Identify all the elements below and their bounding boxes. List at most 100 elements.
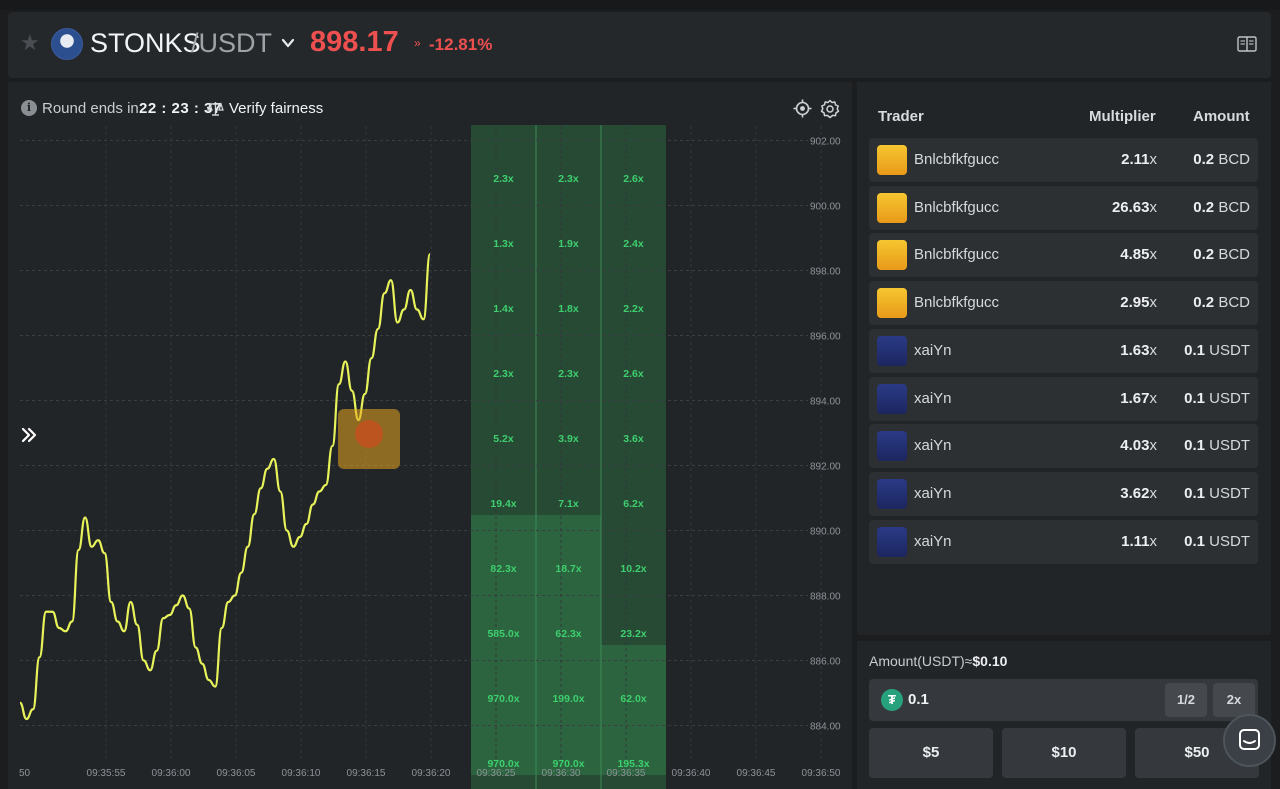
x-tick-label: 09:36:40	[672, 768, 711, 779]
multiplier-label: 5.2x	[493, 433, 514, 445]
trader-amount: 0.2 BCD	[1193, 151, 1250, 168]
trader-amount: 0.2 BCD	[1193, 246, 1250, 264]
preset-10-button[interactable]: $10	[1002, 728, 1126, 778]
scale-icon[interactable]	[207, 100, 224, 117]
player-marker	[338, 409, 400, 469]
settings-gear-icon[interactable]	[820, 99, 840, 119]
y-tick-label: 890.00	[810, 527, 841, 538]
multiplier-cell-highlight	[471, 710, 536, 775]
trader-multiplier: 2.11x	[1121, 151, 1157, 168]
book-icon[interactable]	[1237, 36, 1257, 52]
multiplier-column-header: Multiplier	[1089, 108, 1156, 125]
half-amount-button[interactable]: 1/2	[1165, 683, 1207, 717]
multiplier-label: 2.3x	[493, 173, 514, 185]
traders-panel: Trader Multiplier Amount Bnlcbfkfgucc 2.1…	[857, 82, 1271, 635]
multiplier-label: 2.6x	[623, 368, 644, 380]
amount-value[interactable]: 0.1	[908, 691, 929, 708]
multiplier-grid	[471, 125, 666, 789]
price-line	[19, 253, 432, 721]
multiplier-cell-highlight	[536, 515, 601, 580]
price-chart[interactable]: 902.00 900.00 898.00 896.00 894.00 892.00 890.…	[8, 82, 852, 789]
multiplier-label: 1.3x	[493, 238, 514, 250]
trader-name: Bnlcbfkfgucc	[914, 246, 1000, 264]
trader-row: Bnlcbfkfgucc 2.11x 0.2 BCD	[869, 138, 1258, 182]
trader-name: Bnlcbfkfgucc	[914, 151, 1000, 168]
trader-row: xaiYn 1.11x 0.1 USDT	[869, 519, 1258, 564]
x-tick-label: 09:36:50	[802, 768, 841, 779]
double-amount-button[interactable]: 2x	[1213, 683, 1255, 717]
trader-multiplier: 1.67x	[1120, 389, 1157, 407]
y-tick-label: 896.00	[810, 332, 841, 343]
x-tick-label: 09:36:25	[477, 768, 516, 779]
round-ends-label: Round ends in	[42, 100, 139, 117]
multiplier-label: 970.0x	[487, 693, 519, 705]
multiplier-cell-highlight	[471, 515, 536, 580]
favorite-star-icon[interactable]: ★	[20, 30, 40, 55]
multiplier-label: 19.4x	[490, 498, 516, 510]
trader-row: xaiYn 3.62x 0.1 USDT	[869, 471, 1258, 516]
y-tick-label: 898.00	[810, 267, 841, 278]
multiplier-cell-highlight	[471, 580, 536, 645]
info-icon[interactable]: i	[21, 100, 37, 116]
multiplier-label: 18.7x	[555, 563, 581, 575]
coin-avatar	[51, 28, 83, 60]
trader-multiplier: 4.03x	[1120, 437, 1157, 455]
x-tick-label: 09:36:35	[607, 768, 646, 779]
dino-avatar	[877, 145, 907, 175]
x-tick-label: 50	[19, 768, 31, 779]
multiplier-label: 970.0x	[552, 758, 584, 770]
verify-fairness-link[interactable]: Verify fairness	[229, 100, 324, 117]
robot-avatar	[877, 431, 907, 462]
robot-avatar	[877, 478, 907, 509]
round-timer: 22 : 23 : 37	[139, 100, 222, 117]
pair-base[interactable]: STONKS	[90, 28, 201, 58]
price-change: -12.81%	[429, 35, 493, 54]
multiplier-label: 2.4x	[623, 238, 644, 250]
multiplier-cell-highlight	[601, 710, 666, 775]
trader-row: Bnlcbfkfgucc 2.95x 0.2 BCD	[869, 281, 1258, 326]
multiplier-cell-highlight	[601, 645, 666, 710]
trader-name: Bnlcbfkfgucc	[914, 198, 1000, 216]
trader-row: xaiYn 1.67x 0.1 USDT	[869, 376, 1258, 421]
pair-quote[interactable]: /USDT	[191, 28, 272, 58]
preset-5-button[interactable]: $5	[869, 728, 993, 778]
x-tick-label: 09:36:30	[542, 768, 581, 779]
trader-amount: 0.1 USDT	[1184, 437, 1250, 455]
trader-amount: 0.1 USDT	[1184, 532, 1250, 550]
x-tick-label: 09:36:05	[217, 768, 256, 779]
multiplier-label: 2.2x	[623, 303, 644, 315]
trader-amount: 0.1 USDT	[1184, 389, 1250, 407]
x-tick-label: 09:36:45	[737, 768, 776, 779]
current-price: 898.17	[310, 26, 399, 58]
trader-multiplier: 26.63x	[1111, 198, 1157, 216]
chart-panel: 902.00 900.00 898.00 896.00 894.00 892.00 890.…	[8, 82, 852, 789]
trader-row: xaiYn 1.63x 0.1 USDT	[869, 328, 1258, 373]
amount-input[interactable]: ₮ 0.1 1/2 2x	[869, 679, 1258, 721]
y-tick-label: 894.00	[810, 397, 841, 408]
dino-avatar	[877, 192, 907, 223]
trader-name: xaiYn	[914, 484, 952, 502]
multiplier-label: 970.0x	[487, 758, 519, 770]
x-tick-label: 09:35:55	[87, 768, 126, 779]
trader-multiplier: 1.63x	[1120, 341, 1157, 359]
chat-icon	[1239, 729, 1260, 750]
market-header: ★ STONKS /USDT 898.17 » -12.81%	[8, 12, 1271, 78]
multiplier-cell-highlight	[536, 710, 601, 775]
trader-name: xaiYn	[914, 389, 952, 407]
trader-amount: 0.1 USDT	[1184, 484, 1250, 502]
multiplier-label: 3.9x	[558, 433, 579, 445]
multiplier-cell-highlight	[536, 645, 601, 710]
y-tick-label: 902.00	[810, 137, 841, 148]
trader-name: xaiYn	[914, 437, 952, 455]
chevron-down-icon[interactable]	[279, 34, 297, 52]
trader-multiplier: 1.11x	[1121, 532, 1157, 550]
chat-support-button[interactable]	[1223, 714, 1276, 767]
trader-multiplier: 4.85x	[1120, 246, 1157, 264]
multiplier-label: 199.0x	[552, 693, 584, 705]
locate-icon[interactable]	[793, 99, 812, 118]
multiplier-label: 2.3x	[493, 368, 514, 380]
y-tick-label: 892.00	[810, 462, 841, 473]
multiplier-label: 82.3x	[490, 563, 516, 575]
double-chevron-right-icon[interactable]	[20, 426, 38, 444]
robot-avatar	[877, 383, 907, 414]
